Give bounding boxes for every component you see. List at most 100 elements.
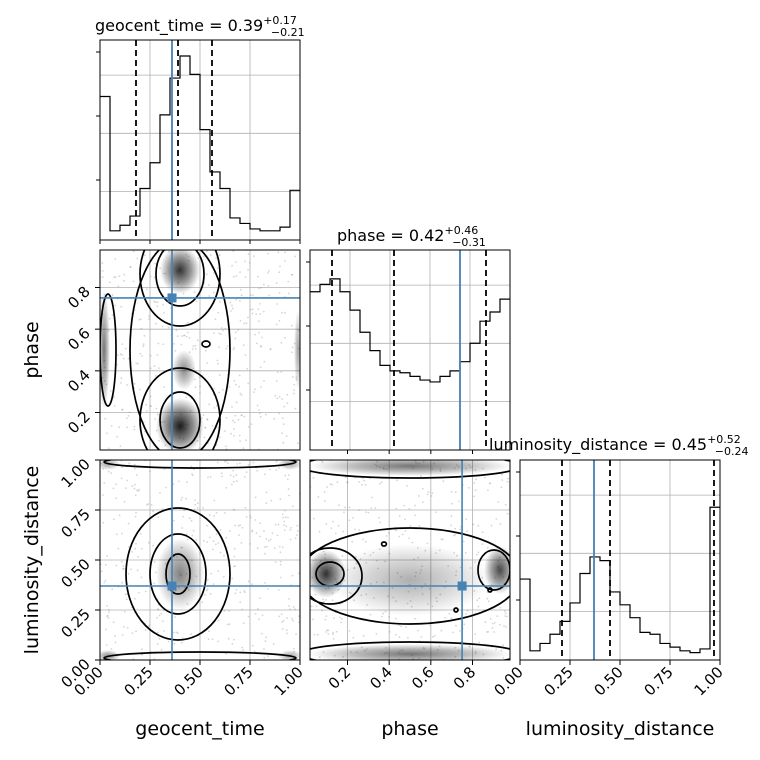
scatter-point	[215, 404, 218, 407]
scatter-point	[316, 633, 319, 636]
scatter-point	[216, 267, 219, 270]
scatter-point	[279, 265, 281, 268]
scatter-point	[466, 609, 469, 612]
scatter-point	[426, 493, 429, 496]
scatter-point	[270, 499, 273, 502]
scatter-point	[210, 572, 213, 575]
scatter-point	[158, 614, 161, 617]
scatter-point	[237, 329, 240, 331]
scatter-point	[217, 570, 220, 572]
scatter-point	[123, 273, 126, 276]
scatter-point	[148, 470, 151, 473]
scatter-point	[149, 275, 152, 278]
scatter-point	[233, 638, 235, 641]
ylabel-luminosity-distance: luminosity_distance	[21, 466, 43, 655]
scatter-point	[180, 335, 183, 337]
scatter-point	[227, 462, 229, 465]
scatter-point	[214, 543, 217, 546]
histogram-phase	[306, 249, 511, 451]
contour-line	[310, 641, 510, 660]
scatter-point	[491, 627, 494, 629]
scatter-point	[128, 411, 131, 414]
scatter-point	[265, 636, 267, 639]
scatter-point	[156, 305, 159, 307]
scatter-point	[185, 533, 188, 536]
scatter-point	[185, 396, 188, 399]
density-phase-vs-geocent-time	[99, 249, 301, 451]
scatter-point	[239, 299, 241, 302]
scatter-point	[228, 609, 230, 612]
scatter-point	[235, 474, 238, 476]
scatter-point	[126, 384, 129, 386]
scatter-point	[440, 629, 443, 632]
scatter-point	[150, 405, 152, 408]
scatter-point	[218, 346, 221, 349]
scatter-point	[136, 569, 139, 572]
scatter-point	[338, 504, 340, 507]
scatter-point	[125, 598, 128, 601]
scatter-point	[247, 253, 250, 256]
scatter-point	[219, 436, 221, 439]
scatter-point	[138, 388, 141, 391]
scatter-point	[118, 514, 121, 517]
scatter-point	[454, 533, 456, 536]
scatter-point	[381, 615, 383, 618]
scatter-point	[123, 610, 126, 613]
scatter-point	[263, 379, 265, 382]
scatter-point	[239, 288, 242, 291]
scatter-point	[112, 621, 115, 624]
scatter-point	[119, 445, 122, 447]
scatter-point	[229, 301, 232, 304]
scatter-point	[466, 530, 468, 533]
scatter-point	[222, 575, 225, 578]
x-tick-label: 0.00	[490, 663, 526, 699]
scatter-point	[291, 346, 294, 349]
scatter-point	[162, 303, 165, 306]
scatter-point	[294, 608, 296, 611]
scatter-point	[329, 483, 332, 486]
scatter-point	[463, 623, 466, 626]
scatter-point	[196, 502, 199, 505]
scatter-point	[486, 546, 489, 549]
scatter-point	[249, 543, 252, 545]
scatter-point	[247, 463, 250, 466]
scatter-point	[119, 353, 122, 356]
scatter-point	[147, 503, 150, 505]
scatter-point	[152, 510, 154, 513]
scatter-point	[194, 503, 197, 506]
scatter-point	[236, 463, 239, 465]
scatter-point	[290, 527, 293, 529]
scatter-point	[230, 432, 233, 435]
scatter-point	[358, 509, 360, 511]
scatter-point	[298, 621, 300, 623]
scatter-point	[251, 644, 254, 647]
scatter-point	[465, 518, 468, 521]
density-blob	[484, 546, 510, 594]
scatter-point	[133, 428, 136, 431]
scatter-point	[401, 533, 404, 536]
scatter-point	[133, 463, 136, 466]
contour-line	[487, 587, 493, 593]
scatter-point	[263, 283, 265, 286]
scatter-point	[481, 531, 484, 534]
scatter-point	[405, 626, 407, 628]
scatter-point	[346, 481, 349, 484]
scatter-point	[421, 487, 424, 490]
scatter-point	[136, 489, 139, 492]
scatter-point	[232, 419, 234, 422]
scatter-point	[487, 489, 489, 492]
scatter-point	[163, 630, 166, 632]
scatter-point	[105, 432, 108, 435]
density-blob	[172, 350, 196, 390]
scatter-point	[367, 511, 370, 514]
contour-line	[149, 533, 207, 615]
scatter-point	[196, 507, 199, 509]
scatter-point	[491, 622, 494, 625]
scatter-point	[500, 473, 503, 476]
scatter-point	[459, 630, 461, 632]
scatter-point	[223, 554, 225, 557]
scatter-point	[279, 551, 282, 554]
scatter-point	[127, 415, 130, 417]
scatter-point	[282, 441, 285, 444]
